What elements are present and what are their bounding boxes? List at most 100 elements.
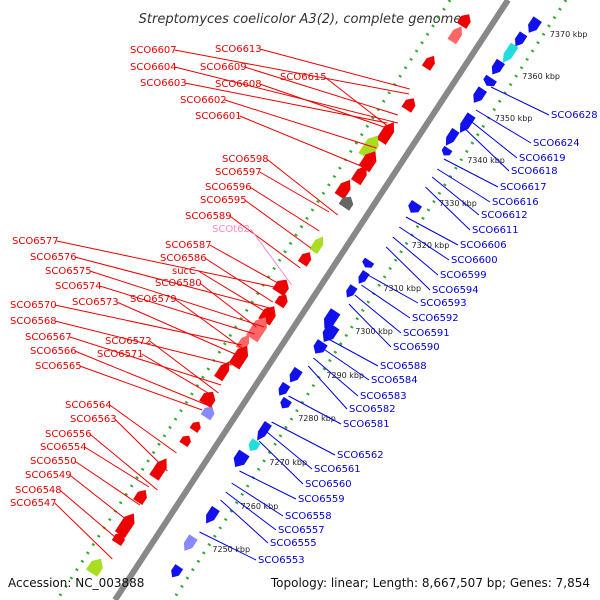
kbp-tick-label: 7300 kbp [355, 327, 393, 336]
reverse-gene-arrow [280, 396, 292, 409]
kbp-tick-label: 7260 kbp [241, 502, 279, 511]
leader-line [199, 282, 257, 328]
leader-line [361, 284, 411, 319]
leader-line [89, 433, 158, 491]
leader-line [288, 395, 342, 425]
gene-label-sco6607: SCO6607 [130, 45, 177, 56]
leader-line [265, 430, 313, 470]
forward-gene-arrow [246, 317, 267, 343]
gene-label-sco6584: SCO6584 [371, 375, 418, 386]
gene-label-sco6571: SCO6571 [97, 349, 144, 360]
gene-features [86, 14, 542, 578]
leader-line [307, 365, 348, 410]
gene-label-sco6603: SCO6603 [140, 78, 187, 89]
gene-label-sco6556: SCO6556 [45, 429, 92, 440]
leader-line [244, 199, 312, 249]
forward-gene-arrow [334, 179, 351, 200]
leader-line [469, 119, 518, 159]
kbp-tick-label: 7270 kbp [269, 458, 307, 467]
forward-gene-arrow [86, 558, 103, 577]
gene-label-sco6565: SCO6565 [35, 361, 82, 372]
gene-label-sco6579: SCO6579 [130, 294, 177, 305]
leader-line [271, 421, 336, 456]
leader-line [149, 340, 219, 394]
genome-title: Streptomyces coelicolor A3(2), complete … [139, 12, 462, 27]
forward-gene-arrow [456, 14, 471, 29]
leader-line [84, 446, 150, 488]
leader-line [89, 270, 265, 328]
leader-line [74, 350, 213, 408]
leader-line [443, 158, 499, 188]
gene-label-sco6563: SCO6563 [70, 414, 117, 425]
leader-line [114, 418, 168, 472]
leader-line [259, 171, 330, 213]
leader-line [199, 531, 257, 561]
leader-line [54, 320, 232, 366]
reverse-gene-arrow [346, 284, 358, 298]
leader-line [313, 357, 359, 397]
leader-line [392, 236, 439, 276]
gene-label-sco6619: SCO6619 [519, 153, 566, 164]
gene-label-sco6549: SCO6549 [25, 470, 72, 481]
reverse-gene-arrow [248, 438, 261, 451]
gene-label-sco6601: SCO6601 [195, 111, 242, 122]
gene-label-sco6581: SCO6581 [343, 419, 390, 430]
reverse-gene-arrow [408, 200, 422, 213]
reverse-gene-arrow [358, 270, 370, 284]
reverse-gene-arrow [515, 31, 528, 47]
forward-gene-arrow [401, 98, 416, 113]
gene-label-sco6596: SCO6596 [205, 182, 252, 193]
kbp-tick-label: 7250 kbp [212, 545, 250, 554]
gene-label-succ: sucC [172, 266, 196, 277]
gene-label-sco6598: SCO6598 [222, 154, 269, 165]
reverse-gene-arrow [502, 42, 519, 63]
reverse-gene-arrow [322, 322, 340, 342]
gene-label-sco6564: SCO6564 [65, 400, 112, 411]
kbp-tick-label: 7370 kbp [550, 30, 588, 39]
reverse-gene-arrow [289, 366, 303, 383]
kbp-tick-label: 7330 kbp [439, 199, 477, 208]
gene-label-sco6609: SCO6609 [200, 62, 247, 73]
leader-line [79, 365, 203, 411]
leader-line [399, 226, 450, 261]
gene-label-sco6588: SCO6588 [380, 361, 427, 372]
leader-line [367, 274, 419, 304]
gene-label-sco6566: SCO6566 [30, 346, 77, 357]
gene-label-sco6587: SCO6587 [165, 240, 212, 251]
gene-label-sco6606: SCO6606 [460, 240, 507, 251]
leader-line [490, 86, 550, 116]
leader-line [425, 186, 471, 231]
gene-label-sco6553: SCO6553 [258, 555, 305, 566]
gene-label-sco6580: SCO6580 [155, 278, 202, 289]
forward-gene-arrow [309, 236, 323, 254]
gene-label-sco6568: SCO6568 [10, 316, 57, 327]
leader-line [225, 491, 277, 531]
forward-gene-arrow [189, 421, 201, 433]
reverse-gene-arrow [528, 16, 542, 33]
kbp-tick-label: 7350 kbp [495, 114, 533, 123]
gene-label-sco6591: SCO6591 [403, 328, 450, 339]
gene-label-sco6561: SCO6561 [314, 464, 361, 475]
gene-label-sco6555: SCO6555 [270, 538, 317, 549]
leader-line [231, 482, 284, 517]
kbp-ticks: 7250 kbp 7260 kbp 7270 kbp 7280 kbp 7290 kbp… [212, 30, 587, 554]
leader-line [69, 336, 222, 386]
leader-line [69, 474, 132, 524]
reverse-gene-arrow [441, 145, 453, 156]
gene-label-sco6608: SCO6608 [215, 79, 262, 90]
forward-gene-arrow [214, 361, 230, 382]
gene-label-sco6597: SCO6597 [215, 167, 262, 178]
gene-label-sco6547: SCO6547 [10, 498, 57, 509]
gene-label-sco6554: SCO6554 [40, 442, 87, 453]
leader-line [174, 66, 399, 124]
leader-line [59, 489, 122, 543]
reverse-gene-arrow [183, 534, 198, 551]
gene-label-sco6615: SCO6615 [280, 72, 327, 83]
forward-gene-arrow [179, 435, 191, 447]
forward-gene-arrow [421, 55, 435, 71]
leader-line [74, 460, 141, 506]
gene-label-sco6586: SCO6586 [160, 253, 207, 264]
leader-line [320, 346, 370, 381]
gene-label-sco6594: SCO6594 [432, 285, 479, 296]
gene-label-sco6592: SCO6592 [412, 313, 459, 324]
